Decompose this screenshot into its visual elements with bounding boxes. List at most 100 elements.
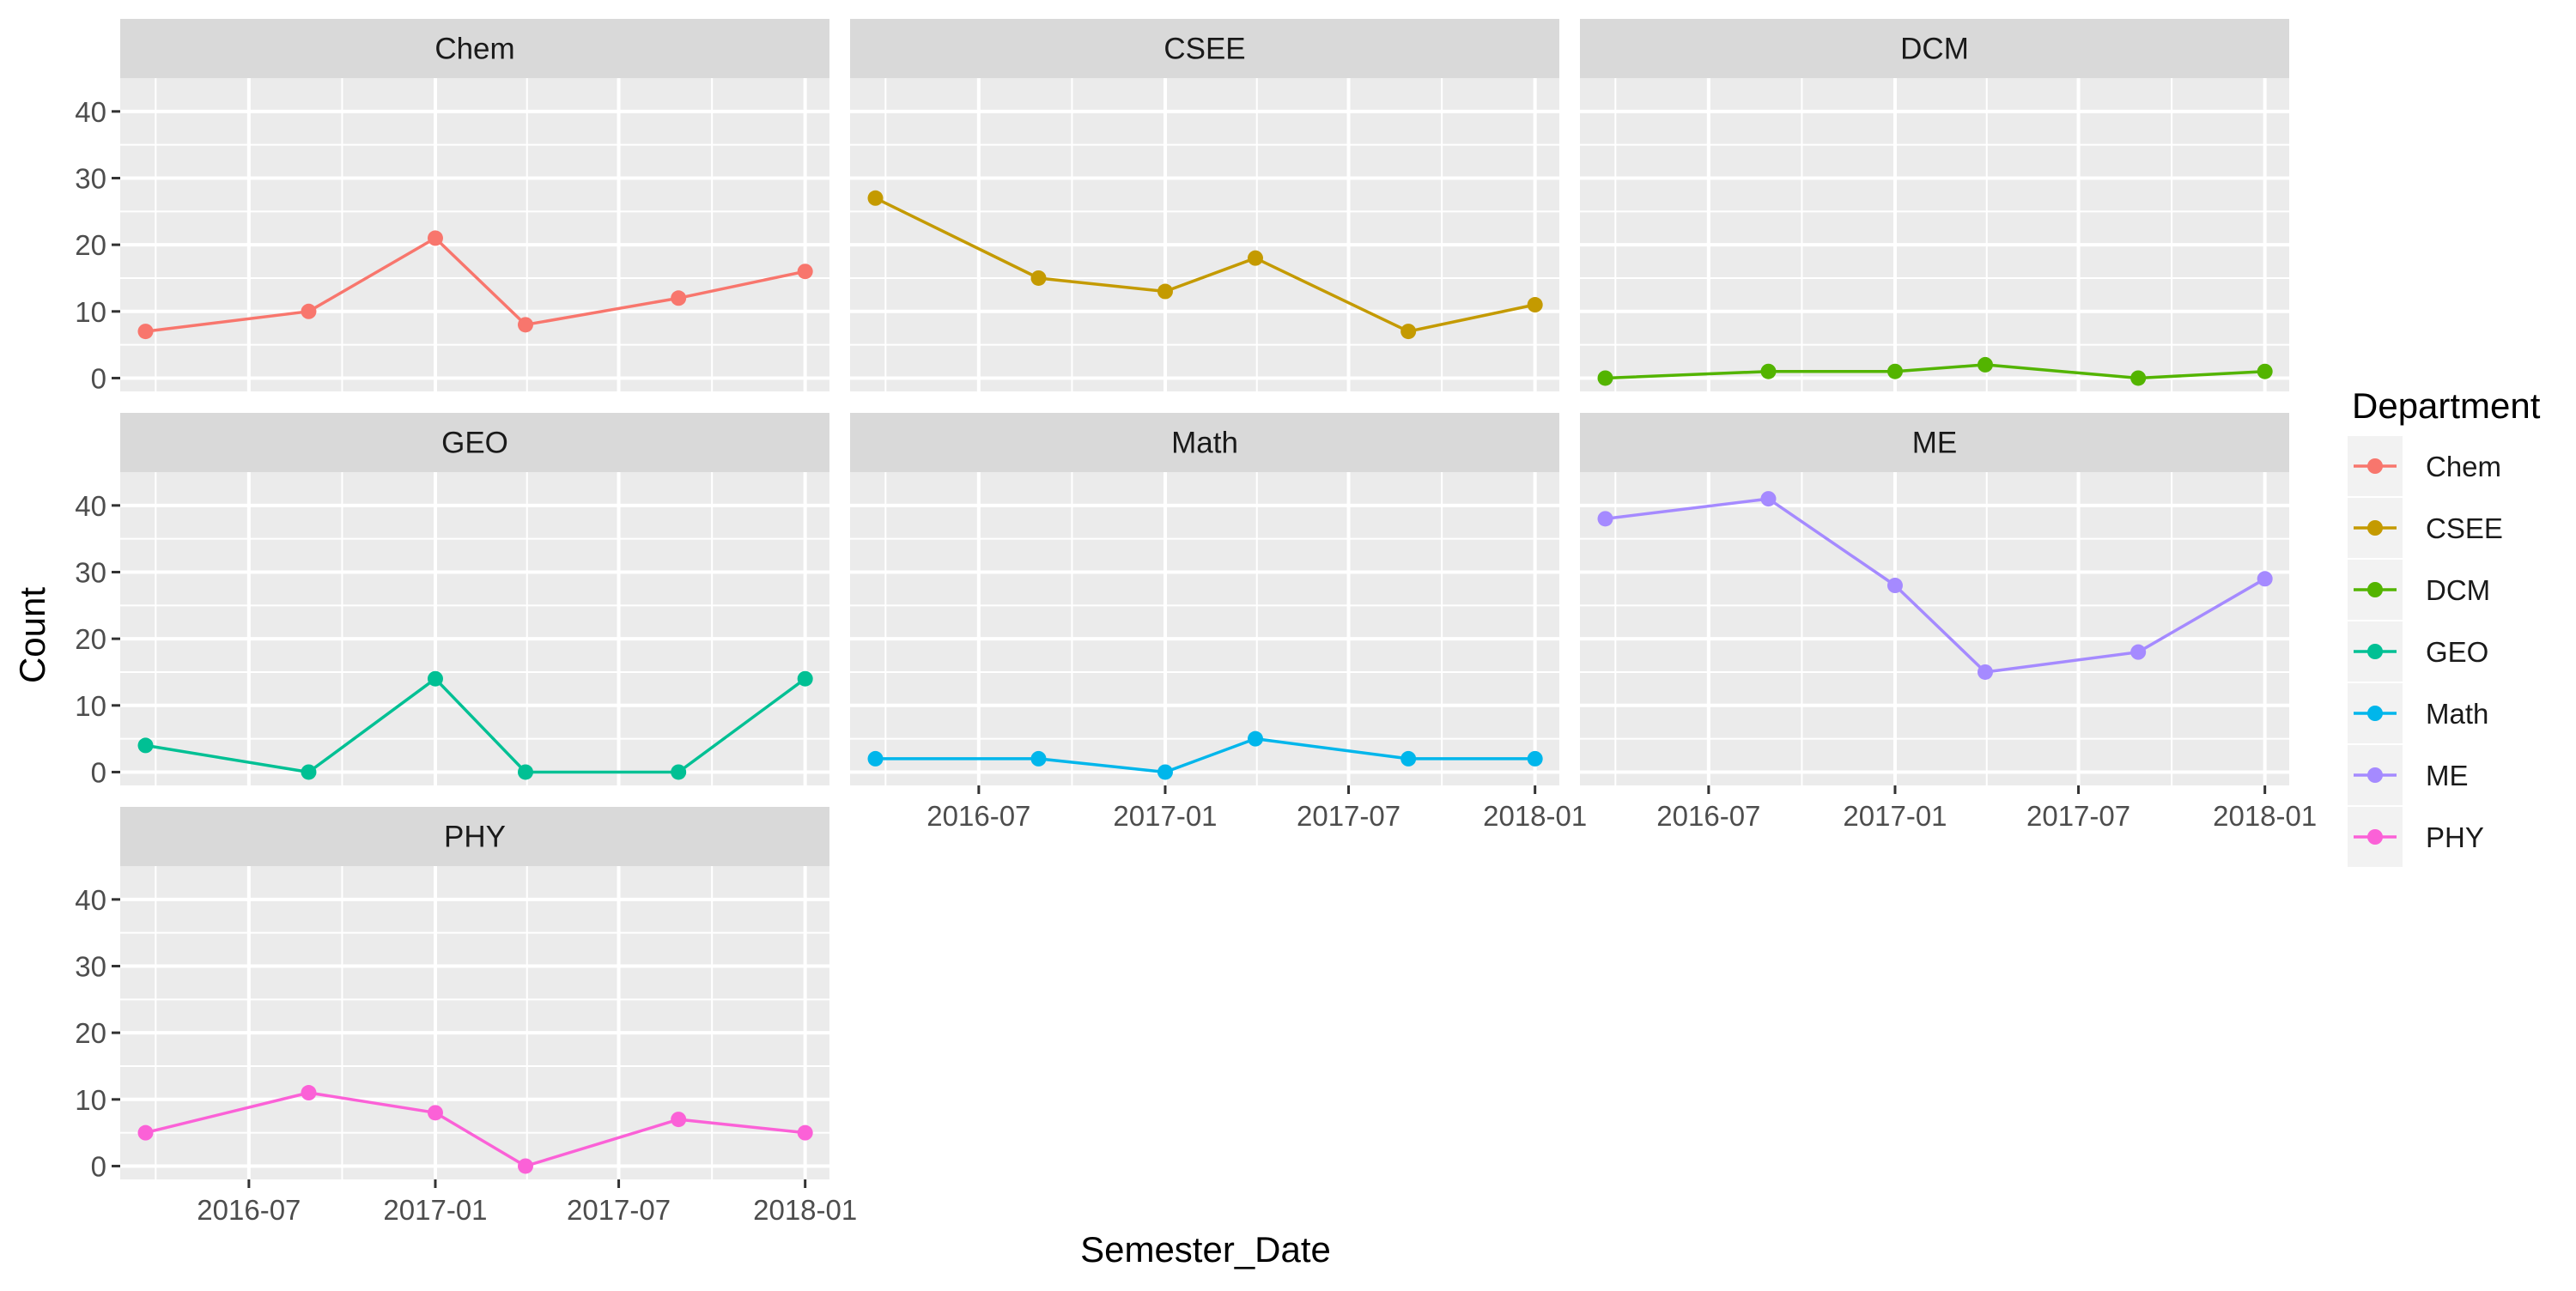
data-point	[427, 230, 443, 246]
data-point	[518, 1158, 533, 1174]
data-point	[1886, 578, 1903, 594]
x-tick-label: 2018-01	[753, 1194, 857, 1226]
y-tick-label: 40	[75, 490, 106, 522]
legend-key-point	[2367, 706, 2383, 721]
facet-panels: Chem 0 10 20 30 40 CSEE DCM GEO 0 10 20 30 40 Math 2016…	[75, 19, 2317, 1226]
x-tick-label: 2017-01	[383, 1194, 487, 1226]
series-line-me	[1605, 497, 2266, 674]
facet-strip-label: PHY	[444, 821, 506, 854]
y-tick-label: 40	[75, 96, 106, 128]
legend-label-geo: GEO	[2426, 636, 2488, 668]
legend-label-phy: PHY	[2426, 821, 2484, 853]
facet-panel-dcm: DCM	[1580, 19, 2289, 391]
data-point	[301, 764, 317, 780]
data-point	[1157, 283, 1173, 300]
data-point	[1527, 750, 1543, 767]
facet-strip	[120, 413, 829, 472]
facet-strip-label: Math	[1171, 427, 1238, 460]
x-tick-label: 2016-07	[927, 800, 1030, 832]
data-point	[137, 737, 154, 754]
data-point	[797, 1124, 813, 1141]
x-tick-label: 2018-01	[1483, 800, 1587, 832]
facet-strip-label: ME	[1912, 427, 1958, 460]
series-line-csee	[874, 197, 1536, 333]
facet-strip-label: Chem	[434, 33, 514, 66]
data-point	[1597, 511, 1613, 527]
legend-label-math: Math	[2426, 698, 2488, 730]
data-point	[1248, 730, 1263, 747]
legend-key-point	[2367, 829, 2383, 845]
data-point	[671, 1112, 687, 1128]
y-tick-label: 30	[75, 556, 106, 588]
data-point	[1597, 370, 1613, 386]
x-tick-label: 2016-07	[1656, 800, 1760, 832]
series-line-chem	[145, 236, 806, 333]
x-tick-label: 2017-01	[1843, 800, 1947, 832]
data-point	[1760, 363, 1777, 379]
data-point	[427, 670, 443, 687]
y-tick-label: 20	[75, 1017, 106, 1049]
data-point	[1978, 356, 1993, 373]
legend: Department Chem CSEE DCM GEO Math ME PHY	[2346, 385, 2541, 869]
y-axis-title: Count	[12, 587, 52, 683]
data-point	[2130, 644, 2147, 660]
y-tick-label: 10	[75, 1084, 106, 1116]
data-point	[301, 1085, 317, 1101]
facet-panel-geo: GEO 0 10 20 30 40	[75, 413, 829, 788]
y-tick-label: 40	[75, 884, 106, 916]
x-tick-label: 2017-07	[1297, 800, 1400, 832]
facet-strip	[1580, 413, 2289, 472]
x-tick-label: 2016-07	[197, 1194, 301, 1226]
data-point	[1886, 363, 1903, 379]
x-tick-label: 2017-07	[567, 1194, 671, 1226]
facet-strip	[1580, 19, 2289, 78]
legend-key-point	[2367, 644, 2383, 659]
data-point	[518, 764, 533, 780]
legend-label-me: ME	[2426, 760, 2469, 791]
y-tick-label: 20	[75, 229, 106, 261]
data-point	[1157, 764, 1173, 780]
data-point	[2257, 363, 2273, 379]
data-point	[797, 670, 813, 687]
y-tick-label: 10	[75, 690, 106, 722]
legend-label-chem: Chem	[2426, 451, 2501, 482]
facet-strip-label: DCM	[1900, 33, 1969, 66]
legend-key-point	[2367, 458, 2383, 474]
data-point	[867, 750, 884, 767]
x-tick-label: 2017-07	[2026, 800, 2130, 832]
facet-panel-chem: Chem 0 10 20 30 40	[75, 19, 829, 394]
legend-label-csee: CSEE	[2426, 512, 2503, 544]
data-point	[301, 303, 317, 319]
legend-label-dcm: DCM	[2426, 574, 2490, 606]
legend-key-point	[2367, 767, 2383, 783]
data-point	[2130, 370, 2147, 386]
data-point	[1248, 250, 1263, 266]
data-point	[1760, 491, 1777, 507]
x-tick-label: 2017-01	[1113, 800, 1217, 832]
data-point	[867, 190, 884, 206]
facet-strip	[120, 19, 829, 78]
facet-panel-phy: PHY 0 10 20 30 40 2016-07 2017-01 2017-07 2018-01	[75, 807, 857, 1226]
data-point	[1978, 664, 1993, 680]
data-point	[1400, 324, 1417, 340]
facet-strip	[850, 413, 1559, 472]
facet-strip-label: GEO	[441, 427, 508, 460]
y-tick-label: 30	[75, 162, 106, 194]
x-axis-title: Semester_Date	[1080, 1229, 1331, 1270]
data-point	[137, 1124, 154, 1141]
data-point	[671, 290, 687, 306]
data-point	[1400, 750, 1417, 767]
data-point	[427, 1105, 443, 1121]
data-point	[1030, 270, 1047, 286]
legend-key-point	[2367, 520, 2383, 536]
y-tick-label: 0	[91, 756, 106, 788]
facet-strip	[850, 19, 1559, 78]
data-point	[1527, 297, 1543, 313]
facet-panel-math: Math 2016-07 2017-01 2017-07 2018-01	[850, 413, 1587, 832]
facet-strip-label: CSEE	[1163, 33, 1245, 66]
facet-strip	[120, 807, 829, 866]
y-tick-label: 0	[91, 362, 106, 394]
series-line-math	[875, 736, 1535, 774]
